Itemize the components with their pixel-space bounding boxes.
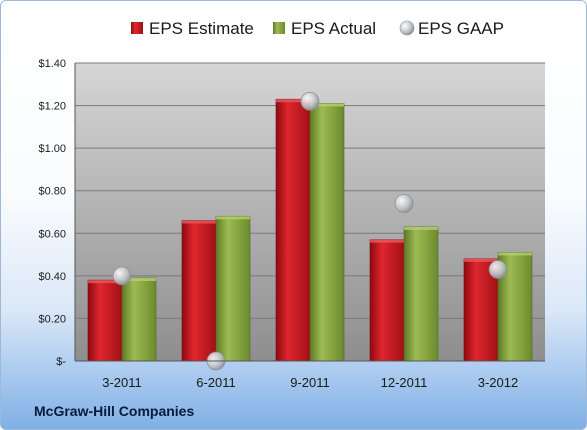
y-tick-label: $1.00	[38, 143, 66, 155]
gaap-marker	[394, 194, 414, 213]
y-tick-label: $0.40	[38, 271, 66, 283]
y-tick-label: $0.80	[38, 186, 66, 198]
y-tick-label: $-	[56, 356, 66, 368]
legend-swatch	[131, 22, 143, 34]
bar-eps-estimate	[275, 98, 311, 362]
bar-top-highlight	[464, 258, 498, 262]
legend: EPS Estimate EPS Actual EPS GAAP	[131, 19, 504, 38]
y-tick-label: $1.40	[38, 58, 66, 70]
x-tick-label: 3-2012	[478, 375, 518, 390]
y-tick-label: $0.60	[38, 228, 66, 240]
bar-top-highlight	[216, 216, 250, 220]
gaap-marker	[488, 260, 508, 279]
bars	[87, 98, 533, 362]
x-axis: 3-2011 6-2011 9-2011 12-2011 3-2012	[75, 360, 545, 390]
bar-eps-actual	[215, 215, 251, 362]
x-tick-label: 3-2011	[102, 375, 142, 390]
gaap-marker	[112, 266, 132, 286]
x-tick-label: 12-2011	[381, 375, 428, 390]
legend-label: EPS Estimate	[149, 19, 254, 38]
gaap-marker	[300, 91, 320, 111]
legend-label: EPS GAAP	[418, 19, 504, 38]
bar-top-highlight	[498, 252, 532, 256]
legend-label: EPS Actual	[291, 19, 376, 38]
bar-top-highlight	[404, 226, 438, 230]
x-tick-label: 9-2011	[290, 375, 330, 390]
bar-top-highlight	[310, 103, 344, 107]
bar-eps-actual	[403, 226, 439, 362]
bar-top-highlight	[182, 220, 216, 224]
legend-swatch	[273, 22, 285, 34]
company-name: McGraw-Hill Companies	[34, 403, 195, 419]
y-tick-label: $1.20	[38, 101, 66, 113]
bar-eps-estimate	[369, 239, 405, 362]
bar-top-highlight	[122, 277, 156, 281]
y-axis: $- $0.20 $0.40 $0.60 $0.80 $1.00 $1.20 $1.40	[38, 58, 76, 368]
bar-eps-estimate	[87, 279, 123, 362]
bar-top-highlight	[276, 99, 310, 103]
bar-top-highlight	[88, 280, 122, 284]
legend-swatch	[399, 20, 415, 36]
bar-top-highlight	[370, 239, 404, 243]
bar-eps-estimate	[181, 220, 217, 362]
y-tick-label: $0.20	[38, 313, 66, 325]
bar-eps-actual	[121, 277, 157, 362]
gaap-markers	[112, 91, 508, 371]
x-tick-label: 6-2011	[196, 375, 236, 390]
bar-eps-actual	[309, 103, 345, 362]
